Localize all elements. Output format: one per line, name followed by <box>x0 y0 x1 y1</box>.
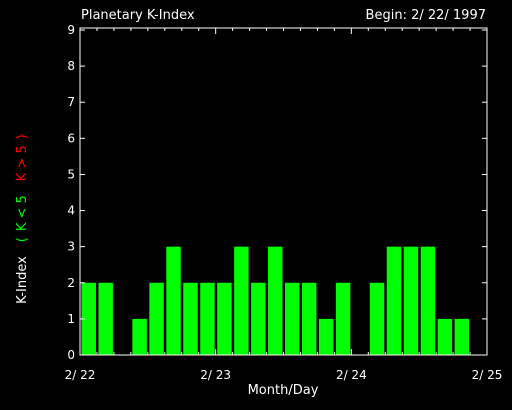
y-axis-label: K-Index <box>15 256 30 304</box>
k-index-bar <box>217 282 232 355</box>
k-index-bar <box>268 246 283 355</box>
y-tick-label: 8 <box>67 59 75 73</box>
y-tick-label: 6 <box>67 131 75 145</box>
k-index-bar <box>437 318 453 355</box>
x-tick-label: 2/ 24 <box>336 368 367 382</box>
k-index-bar <box>200 282 215 355</box>
k-index-bar <box>166 246 181 355</box>
y-tick-label: 4 <box>67 204 75 218</box>
x-axis-label: Month/Day <box>248 383 319 398</box>
y-tick-label: 9 <box>67 23 75 37</box>
k-index-bar <box>420 246 436 355</box>
k-index-bar <box>335 282 351 355</box>
chart-subtitle: Begin: 2/ 22/ 1997 <box>366 8 486 23</box>
k-index-bar <box>301 282 317 355</box>
y-tick-label: 1 <box>67 312 75 326</box>
k-index-bar <box>403 246 419 355</box>
k-index-bar <box>251 282 266 355</box>
k-index-bar <box>234 246 249 355</box>
y-tick-label: 7 <box>67 95 75 109</box>
k-index-bar <box>81 282 96 355</box>
y-tick-label: 0 <box>67 348 75 362</box>
y-tick-label: 5 <box>67 167 75 181</box>
bar-series <box>81 246 470 355</box>
x-tick-label: 2/ 22 <box>65 368 96 382</box>
y-tick-label: 2 <box>67 276 75 290</box>
k-index-bar <box>369 282 385 355</box>
k-index-bar <box>98 282 113 355</box>
k-index-bar <box>285 282 300 355</box>
k-index-bar <box>318 318 334 355</box>
legend-open-paren: ( <box>15 237 30 242</box>
k-index-bar <box>183 282 198 355</box>
k-index-bar <box>132 318 147 355</box>
y-tick-label: 3 <box>67 240 75 254</box>
axis-ticks: 0 1 2 3 4 5 6 7 8 9 2/ 22 2/ 23 2/ 24 2/ 25 <box>65 23 503 382</box>
y-axis-legend: K-Index ( K < 5 K > 5) <box>15 134 30 304</box>
legend-close-paren: ) <box>15 134 30 139</box>
legend-low: K < 5 <box>15 195 30 231</box>
svg-text:K-Index(K < 5K > 5): K-Index ( K < 5 K > 5) <box>15 134 30 304</box>
k-index-bar <box>454 318 470 355</box>
chart-title: Planetary K-Index <box>81 8 195 23</box>
k-index-bar <box>386 246 402 355</box>
x-tick-label: 2/ 25 <box>472 368 503 382</box>
legend-high: K > 5 <box>15 145 30 181</box>
x-tick-label: 2/ 23 <box>200 368 231 382</box>
k-index-bar <box>149 282 164 355</box>
